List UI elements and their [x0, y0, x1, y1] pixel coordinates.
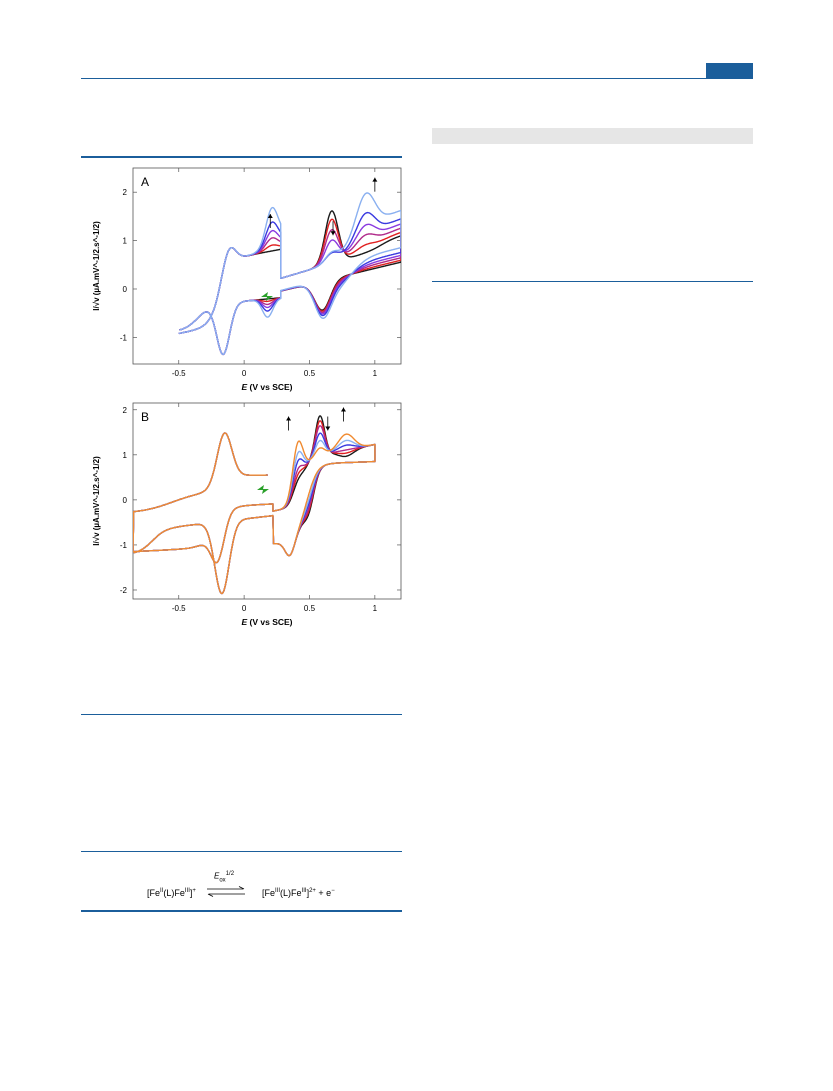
y-tick-label: 0 [123, 496, 128, 505]
scan-start-marker [257, 485, 269, 494]
plot-frame [132, 167, 402, 365]
trend-arrowhead [286, 416, 292, 421]
y-tick-label: -1 [120, 541, 128, 550]
right-column-rule [432, 281, 753, 282]
panel-label: A [141, 175, 149, 189]
figure-top-rule [81, 156, 402, 158]
series-line [178, 192, 401, 356]
y-axis-label: I/√v (µA.mV^-1/2.s^-1/2) [92, 221, 101, 311]
header-tab [706, 63, 753, 78]
scheme-arrow-label: Eox1/2 [214, 871, 235, 884]
x-tick-label: 1 [373, 604, 378, 613]
scan-start-marker [261, 292, 273, 301]
x-axis-label: E (V vs SCE) [241, 617, 292, 627]
trend-arrowhead [340, 407, 346, 412]
shaded-bar [432, 128, 753, 144]
x-tick-label: 0 [242, 604, 247, 613]
x-tick-label: -0.5 [172, 604, 186, 613]
x-tick-label: 0.5 [304, 369, 316, 378]
y-axis-label: I/√v (µA.mV^-1/2.s^-1/2) [92, 456, 101, 546]
trend-arrowhead [372, 177, 378, 182]
x-axis-label: E (V vs SCE) [241, 382, 292, 392]
trend-arrowhead [330, 231, 336, 236]
figure-bottom-rule [81, 714, 402, 715]
scheme-product: [FeIII(L)FeIII]2+ + e− [262, 888, 335, 898]
panel-label: B [141, 410, 149, 424]
series-line [133, 432, 376, 595]
chart-panel-b: -0.5 0 0.5 1 -2 -1 0 1 2 E (V vs SCE) I/√v (µA.mV^… [92, 402, 402, 627]
curves-group [178, 192, 401, 356]
curves-group [133, 415, 376, 595]
scheme-bottom-rule [81, 910, 402, 912]
chart-panel-a: -0.5 0 0.5 1 -1 0 1 2 E (V vs SCE) I/√v (µA.mV^-1… [92, 167, 402, 392]
y-tick-label: -2 [120, 586, 128, 595]
y-tick-label: 2 [123, 188, 128, 197]
trend-arrowhead [325, 426, 331, 431]
x-tick-label: -0.5 [172, 369, 186, 378]
x-tick-label: 1 [373, 369, 378, 378]
y-tick-label: 2 [123, 406, 128, 415]
y-tick-label: 1 [123, 237, 128, 246]
equilibrium-arrows-icon [207, 886, 245, 897]
scheme-reactant: [FeII(L)FeIII]+ [147, 888, 196, 898]
trend-arrowhead [267, 213, 273, 218]
scheme-top-rule [81, 851, 402, 852]
x-tick-label: 0.5 [304, 604, 316, 613]
header-rule [81, 78, 753, 79]
x-tick-label: 0 [242, 369, 247, 378]
plot-frame [132, 402, 402, 600]
y-tick-label: 0 [123, 285, 128, 294]
reaction-scheme: [FeII(L)FeIII]+ Eox1/2 [FeIII(L)FeIII]2+… [81, 868, 402, 908]
y-tick-label: 1 [123, 451, 128, 460]
y-tick-label: -1 [120, 333, 128, 342]
